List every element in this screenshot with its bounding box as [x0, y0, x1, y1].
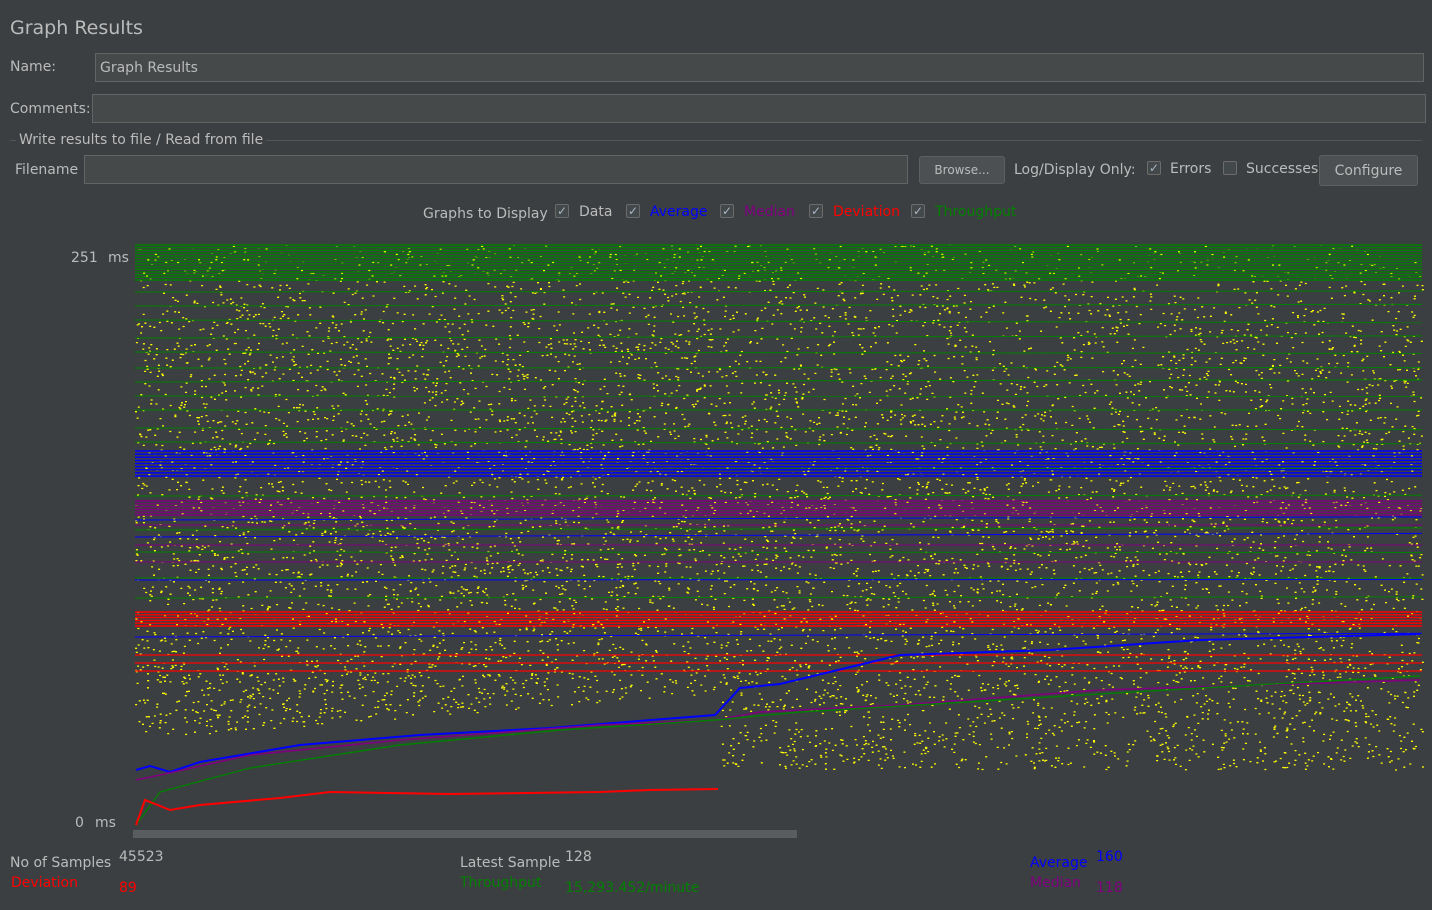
browse-button[interactable]: Browse...: [919, 156, 1005, 184]
average-stat-value: 160: [1096, 849, 1123, 865]
filename-input[interactable]: [84, 155, 908, 184]
log-display-label: Log/Display Only:: [1014, 162, 1136, 178]
check-icon: ✓: [627, 204, 639, 218]
average-line: [134, 632, 1423, 638]
configure-button[interactable]: Configure: [1319, 155, 1418, 186]
deviation-stat-label: Deviation: [11, 875, 78, 891]
throughput-line: [134, 379, 1423, 383]
average-curve: [135, 633, 1421, 774]
graph-area: 251 ms 0 ms: [71, 244, 1424, 830]
throughput-line: [134, 351, 1423, 354]
data-option-label: Data: [579, 204, 613, 220]
average-option-label: Average: [650, 204, 708, 220]
y-min-label: 0: [75, 815, 84, 830]
median-checkbox[interactable]: ✓: [720, 204, 734, 218]
y-min-unit: ms: [95, 815, 116, 830]
file-section-legend: Write results to file / Read from file: [16, 132, 267, 148]
data-points: [135, 244, 1424, 771]
page-title: Graph Results: [10, 17, 143, 39]
average-checkbox[interactable]: ✓: [626, 204, 640, 218]
samples-label: No of Samples: [10, 855, 112, 871]
throughput-line: [134, 596, 1423, 599]
average-line: [134, 532, 1423, 538]
average-line: [134, 516, 1423, 521]
throughput-line: [134, 335, 1423, 339]
throughput-curve: [135, 675, 1421, 826]
median-stat-value: 118: [1096, 880, 1123, 896]
deviation-stat-value: 89: [119, 880, 137, 896]
deviation-curve: [135, 788, 719, 826]
throughput-line: [134, 551, 1423, 554]
average-line: [134, 578, 1423, 581]
median-stat-label: Median: [1030, 875, 1081, 891]
throughput-checkbox[interactable]: ✓: [911, 204, 925, 218]
file-section-border: [10, 140, 1422, 141]
median-option-label: Median: [744, 204, 795, 220]
comments-input[interactable]: [92, 94, 1426, 123]
average-stat-label: Average: [1030, 855, 1088, 871]
successes-checkbox[interactable]: [1223, 161, 1237, 175]
check-icon: ✓: [810, 204, 822, 218]
deviation-checkbox[interactable]: ✓: [809, 204, 823, 218]
comments-label: Comments:: [10, 101, 91, 117]
throughput-line: [134, 427, 1423, 431]
successes-label: Successes: [1246, 161, 1319, 177]
throughput-option-label: Throughput: [935, 204, 1017, 220]
check-icon: ✓: [912, 204, 924, 218]
throughput-stat-label: Throughput: [460, 875, 542, 891]
check-icon: ✓: [556, 204, 568, 218]
y-max-unit: ms: [108, 250, 129, 266]
filename-label: Filename: [15, 162, 79, 178]
name-label: Name:: [10, 59, 57, 75]
throughput-line: [134, 494, 1423, 497]
name-input[interactable]: [95, 53, 1424, 82]
latest-sample-label: Latest Sample: [460, 855, 561, 871]
samples-value: 45523: [119, 849, 164, 865]
errors-label: Errors: [1170, 161, 1212, 177]
latest-sample-value: 128: [565, 849, 592, 865]
check-icon: ✓: [721, 204, 733, 218]
throughput-line: [134, 290, 1423, 293]
throughput-line: [134, 527, 1423, 531]
check-icon: ✓: [1148, 161, 1160, 175]
horizontal-scrollbar[interactable]: [133, 830, 797, 838]
y-max-label: 251: [71, 250, 98, 266]
throughput-stat-value: 15,293.452/minute: [565, 880, 700, 896]
throughput-line: [134, 441, 1423, 445]
graphs-to-display-label: Graphs to Display: [423, 206, 548, 222]
median-curve: [135, 679, 1421, 781]
plot-area: [134, 244, 1424, 826]
throughput-line: [134, 303, 1423, 307]
throughput-line: [134, 319, 1423, 324]
errors-checkbox[interactable]: ✓: [1147, 161, 1161, 175]
deviation-option-label: Deviation: [833, 204, 900, 220]
data-checkbox[interactable]: ✓: [555, 204, 569, 218]
